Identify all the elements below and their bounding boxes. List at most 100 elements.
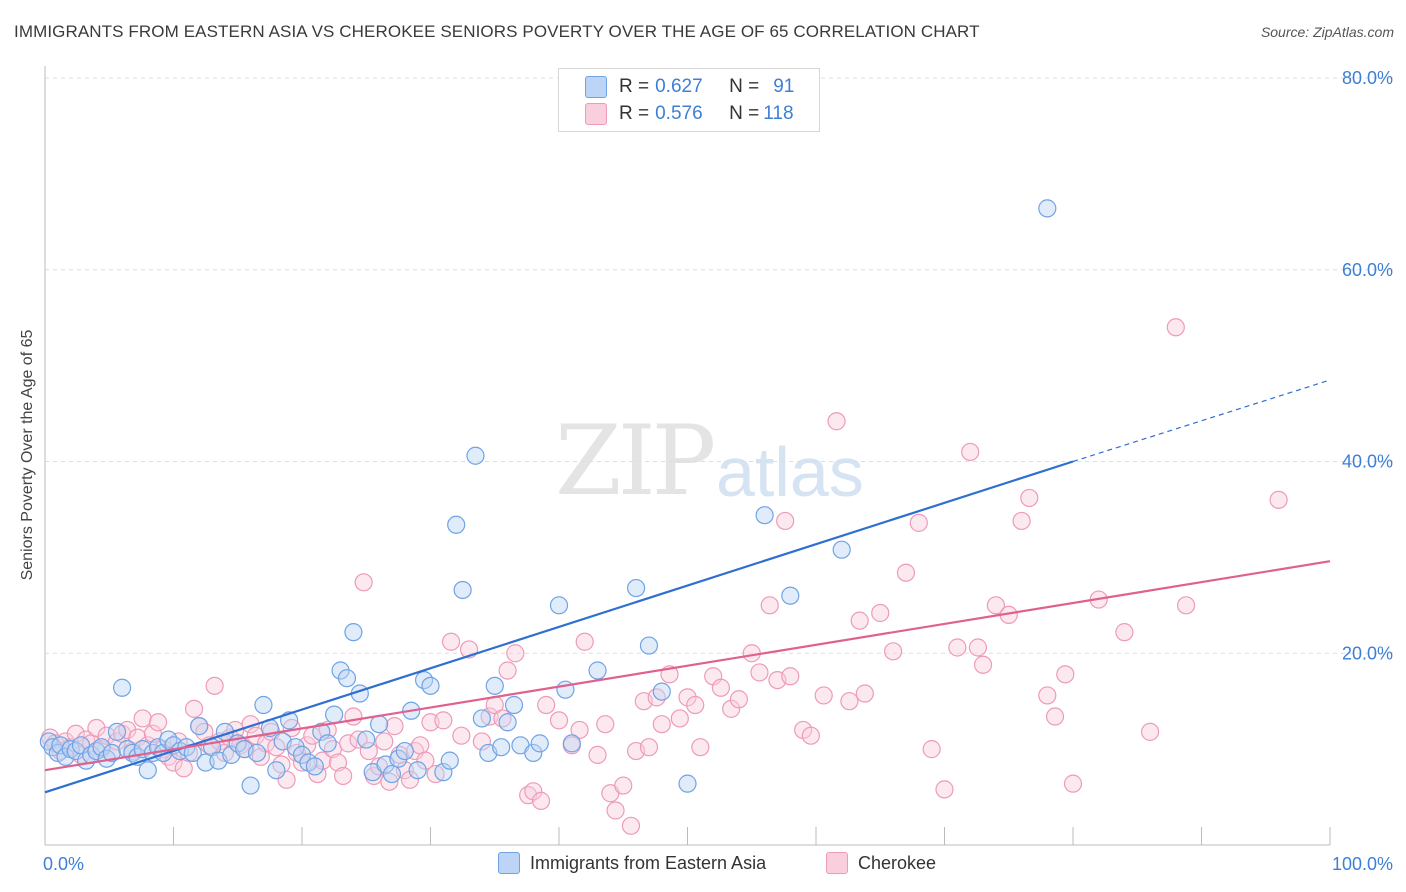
cherokee-point bbox=[1038, 686, 1057, 705]
eastern-asia-point bbox=[652, 682, 671, 701]
legend-swatch-cherokee bbox=[585, 103, 607, 125]
eastern-asia-point bbox=[440, 751, 459, 770]
cherokee-point bbox=[639, 738, 659, 757]
legend-n-label: N = bbox=[729, 103, 760, 124]
cherokee-point bbox=[334, 766, 353, 786]
eastern-asia-point bbox=[92, 738, 111, 757]
cherokee-point bbox=[174, 759, 193, 778]
eastern-asia-point bbox=[102, 743, 121, 763]
cherokee-point bbox=[871, 603, 890, 623]
eastern-asia-point bbox=[498, 713, 517, 732]
cherokee-point bbox=[1020, 488, 1039, 508]
legend-r-value: 0.576 bbox=[655, 103, 703, 124]
cherokee-point bbox=[339, 734, 358, 753]
cherokee-point bbox=[472, 732, 491, 751]
cherokee-point bbox=[670, 709, 689, 728]
cherokee-point bbox=[801, 726, 820, 745]
eastern-asia-point bbox=[325, 705, 344, 724]
source-label: Source: ZipAtlas.com bbox=[1260, 24, 1394, 40]
cherokee-point bbox=[354, 573, 373, 592]
eastern-asia-point bbox=[337, 669, 357, 688]
cherokee-point bbox=[1012, 511, 1031, 531]
cherokee-point bbox=[647, 688, 666, 707]
cherokee-point bbox=[1166, 318, 1185, 337]
cherokee-point bbox=[97, 726, 116, 745]
cherokee-point bbox=[722, 699, 741, 718]
y-tick-label: 80.0% bbox=[1342, 68, 1393, 88]
cherokee-point bbox=[416, 751, 435, 770]
cherokee-point bbox=[441, 632, 461, 651]
cherokee-point bbox=[606, 801, 625, 820]
cherokee-point bbox=[760, 596, 779, 615]
x-tick-label: 100.0% bbox=[1332, 854, 1393, 874]
eastern-asia-point bbox=[395, 741, 414, 761]
cherokee-point bbox=[570, 720, 589, 740]
x-tick-label: 0.0% bbox=[43, 854, 84, 874]
cherokee-point bbox=[968, 638, 988, 657]
eastern-asia-point bbox=[492, 738, 511, 757]
cherokee-point bbox=[537, 695, 556, 715]
eastern-asia-point bbox=[408, 761, 427, 780]
cherokee-point bbox=[678, 688, 697, 707]
eastern-asia-point bbox=[530, 734, 549, 753]
eastern-asia-point bbox=[755, 506, 774, 525]
eastern-asia-point bbox=[267, 761, 286, 780]
cherokee-point bbox=[133, 709, 152, 728]
eastern-asia-point bbox=[639, 636, 659, 655]
eastern-asia-trend-extension bbox=[1072, 379, 1331, 463]
cherokee-point bbox=[855, 684, 874, 703]
cherokee-point bbox=[1115, 623, 1134, 642]
grid-lines bbox=[45, 77, 1395, 654]
bottom-swatch-eastern-asia bbox=[498, 852, 520, 874]
cherokee-point bbox=[691, 738, 710, 757]
eastern-asia-point bbox=[112, 678, 132, 697]
y-tick-label: 20.0% bbox=[1342, 643, 1393, 663]
cherokee-point bbox=[1176, 596, 1196, 615]
cherokee-point bbox=[1056, 665, 1075, 684]
cherokee-point bbox=[588, 745, 607, 764]
cherokee-point bbox=[1045, 707, 1065, 726]
cherokee-point bbox=[498, 661, 517, 680]
cherokee-point bbox=[344, 707, 363, 726]
cherokee-point bbox=[827, 412, 846, 431]
cherokee-point bbox=[711, 678, 731, 697]
cherokee-point bbox=[973, 655, 993, 674]
eastern-asia-point bbox=[247, 743, 267, 763]
cherokee-point bbox=[961, 442, 980, 462]
eastern-asia-point bbox=[241, 776, 260, 795]
cherokee-point bbox=[359, 741, 378, 761]
eastern-asia-point bbox=[524, 743, 543, 763]
cherokee-point bbox=[614, 776, 633, 795]
cherokee-point bbox=[814, 686, 833, 705]
cherokee-point bbox=[686, 695, 705, 715]
cherokee-point bbox=[1140, 722, 1160, 741]
eastern-asia-point bbox=[781, 586, 800, 605]
cherokee-trend-line bbox=[44, 560, 1331, 772]
tick-labels: 20.0% 40.0% 60.0% 80.0% 0.0% 100.0% bbox=[43, 68, 1393, 874]
eastern-asia-point bbox=[466, 446, 485, 465]
legend-row-eastern-asia: R = 0.627 N = 91 bbox=[585, 75, 794, 99]
eastern-asia-point bbox=[472, 709, 491, 728]
bottom-swatch-cherokee bbox=[826, 852, 848, 874]
cherokee-point bbox=[375, 732, 394, 751]
eastern-asia-point bbox=[305, 757, 324, 776]
cherokee-point bbox=[549, 711, 569, 730]
eastern-asia-point bbox=[370, 715, 389, 734]
cherokee-point bbox=[524, 782, 543, 801]
legend-r-label: R = bbox=[619, 76, 650, 97]
cherokee-point bbox=[948, 638, 967, 657]
eastern-asia-point bbox=[549, 596, 569, 615]
eastern-asia-point bbox=[254, 695, 273, 715]
cherokee-point bbox=[531, 791, 551, 810]
cherokee-point bbox=[596, 715, 615, 734]
bottom-legend-label: Cherokee bbox=[858, 852, 937, 873]
cherokee-point bbox=[148, 713, 168, 732]
cherokee-point bbox=[729, 690, 749, 709]
eastern-asia-point bbox=[344, 623, 363, 642]
cherokee-point bbox=[781, 667, 800, 686]
bottom-legend-label: Immigrants from Eastern Asia bbox=[530, 852, 767, 873]
eastern-asia-point bbox=[107, 722, 127, 741]
eastern-asia-point bbox=[504, 695, 524, 715]
eastern-asia-point bbox=[190, 717, 209, 736]
